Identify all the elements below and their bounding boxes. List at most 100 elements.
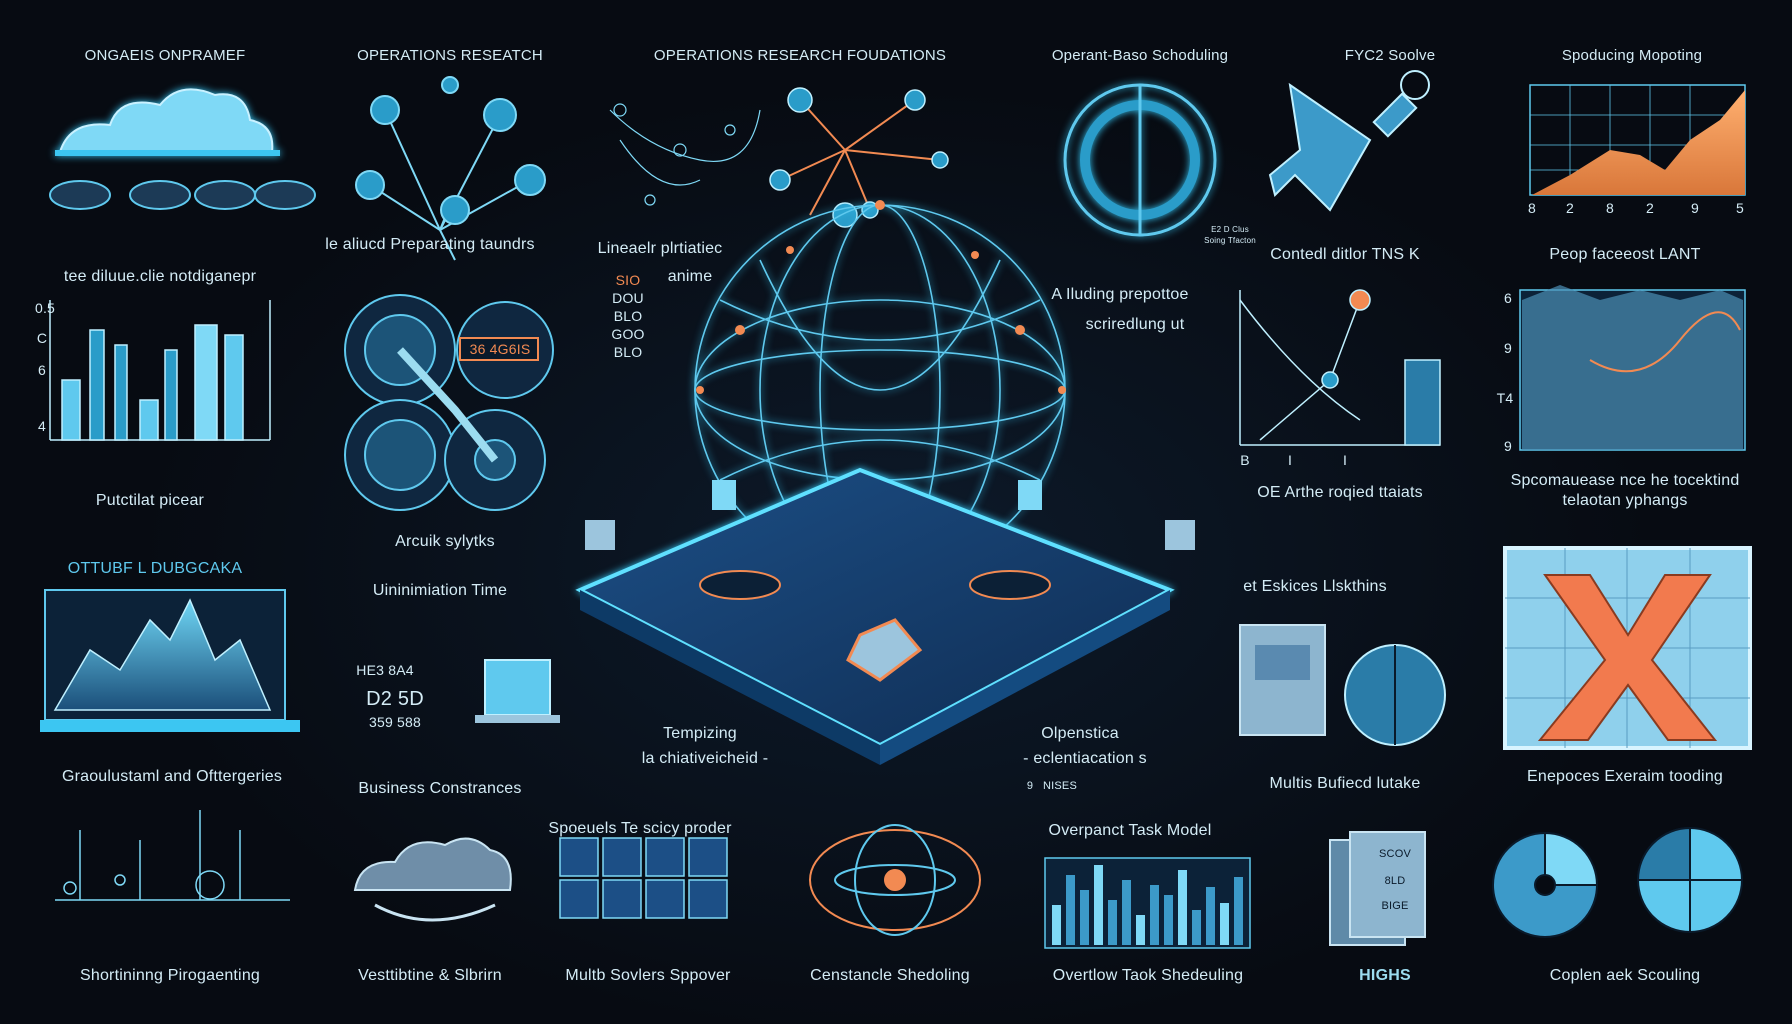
bar-chart-bottom — [1044, 857, 1251, 949]
code-line-3: BLO — [613, 308, 643, 324]
bottom-chart-bar — [1094, 865, 1103, 945]
x-panel — [1503, 546, 1752, 750]
code-line-1: SIO — [615, 272, 641, 288]
ring-tiny-label-1: E2 D Clus — [1211, 225, 1249, 234]
label-l8: Arcuik sylytks — [395, 533, 495, 550]
title-or-foundations: OPERATIONS RESEARCH FOUDATIONS — [653, 47, 947, 64]
label-l3b: anime — [667, 268, 713, 285]
label-l4: A Iluding prepottoe — [1051, 286, 1189, 303]
axis-tr-2: 2 — [1566, 200, 1574, 216]
disk-icons — [49, 180, 316, 210]
area-chart-orange — [1529, 84, 1746, 196]
platform-base — [575, 467, 1195, 765]
label-l16: Graoulustaml and Ofttergeries — [61, 768, 283, 785]
timeline-chart — [55, 810, 290, 901]
bottom-chart-bar — [1108, 900, 1117, 945]
doc-and-dial — [1239, 624, 1446, 746]
label-l13: et Eskices Llskthins — [1243, 578, 1387, 595]
bottom-chart-bar — [1206, 887, 1215, 945]
label-l3: Lineaelr plrtiatiec — [597, 240, 723, 257]
axis-tr-3: 8 — [1606, 200, 1614, 216]
cloud-icon-bottom — [353, 837, 512, 922]
label-l19: Enepoces Exeraim tooding — [1526, 768, 1724, 785]
label-l23: Vesttibtine & Slbrirn — [358, 967, 502, 984]
title-operations-research: OPERATIONS RESEATCH — [357, 47, 543, 64]
bottom-chart-bar — [1178, 870, 1187, 945]
mountain-chart — [40, 589, 300, 732]
bottom-chart-bar — [1164, 895, 1173, 945]
area-chart-blue — [1519, 285, 1746, 451]
doc-line-1: SCOV — [1379, 848, 1411, 860]
axis-rm-3: T4 — [1496, 390, 1514, 406]
label-l10: Spcomauease nce he tocektind — [1510, 472, 1740, 489]
clock-readout-3: D2 5D — [366, 688, 424, 710]
axis-left-3: 6 — [38, 362, 46, 378]
label-l12: Uininimiation Time — [372, 582, 508, 599]
sphere-nodes — [696, 200, 1066, 394]
label-l2: le aliucd Preparating taundrs — [325, 236, 535, 253]
network-diagram-left — [355, 76, 546, 261]
bar-chart-left — [49, 300, 271, 441]
label-l7: Putctilat picear — [95, 492, 205, 509]
bottom-chart-bar — [1122, 880, 1131, 945]
orbit-diagram — [809, 824, 981, 936]
label-l15: Olpenstica — [1041, 725, 1119, 742]
label-l18: Multis Bufiecd lutake — [1269, 775, 1421, 792]
axis-tr-5: 9 — [1691, 200, 1699, 216]
label-l25: Censtancle Shedoling — [810, 967, 970, 984]
axis-sc-1: B — [1240, 452, 1250, 468]
axis-left-4: 4 — [38, 418, 46, 434]
platform-tag-2: 9 — [1026, 780, 1034, 792]
pie-charts — [1492, 826, 1743, 938]
bottom-chart-bar — [1192, 910, 1201, 945]
platform-tag-1: NISES — [1042, 780, 1078, 792]
title-solver: FYC2 Soolve — [1344, 47, 1436, 64]
bottom-chart-bar — [1136, 915, 1145, 945]
bottom-chart-bar — [1066, 875, 1075, 945]
label-l24: Multb Sovlers Sppover — [565, 967, 731, 984]
axis-rm-1: 6 — [1504, 290, 1512, 306]
label-l6: Peop faceeost LANT — [1549, 246, 1701, 263]
clock-readout-4: 359 588 — [368, 714, 422, 730]
label-l20: Spoeuels Te scicy proder — [548, 820, 732, 837]
label-highs: HIGHS — [1359, 967, 1411, 984]
axis-sc-2: I — [1287, 452, 1293, 468]
label-l26: Overtlow Taok Shedeuling — [1052, 967, 1244, 984]
laptop-icon — [475, 659, 560, 723]
bottom-chart-bar — [1220, 903, 1229, 945]
label-l21: Overpanct Task Model — [1048, 822, 1212, 839]
cube-blocks — [559, 837, 728, 919]
bottom-chart-bar — [1052, 905, 1061, 945]
label-l22: Shortininng Pirogaenting — [79, 967, 261, 984]
label-l4b: scriredlung ut — [1085, 316, 1185, 333]
code-line-2: DOU — [612, 290, 644, 306]
cloud-icon — [55, 88, 280, 156]
title-operant-scheduling: Operant-Baso Schoduling — [1051, 47, 1229, 64]
axis-left-2: C — [36, 330, 48, 346]
label-l11: OTTUBF L DUBGCAKA — [67, 560, 243, 577]
bottom-chart-bar — [1234, 877, 1243, 945]
bottom-chart-bar — [1150, 885, 1159, 945]
label-l14: Tempizing — [663, 725, 737, 742]
axis-rm-2: 9 — [1504, 340, 1512, 356]
axis-rm-4: 9 — [1504, 438, 1512, 454]
label-l17: Business Constrances — [358, 780, 522, 797]
gauge-cluster — [344, 294, 554, 511]
doc-line-3: BIGE — [1381, 900, 1409, 912]
clock-readout-1: 36 4G6IS — [469, 341, 531, 357]
label-l1: tee diluue.clie notdiganepr — [63, 268, 257, 285]
network-diagram-mid — [609, 103, 761, 206]
axis-sc-3: I — [1342, 452, 1348, 468]
label-l14b: la chiativeicheid - — [641, 750, 769, 767]
label-l9: OE Arthe roqied ttaiats — [1257, 484, 1423, 501]
ring-chart — [1063, 83, 1217, 237]
axis-tr-6: 5 — [1736, 200, 1744, 216]
scheduling-chart — [1239, 289, 1441, 446]
ring-tiny-label-2: Soing Tfacton — [1204, 236, 1256, 245]
axis-tr-4: 2 — [1646, 200, 1654, 216]
label-l28: Coplen aek Scouling — [1549, 967, 1701, 984]
label-l10b: telaotan yphangs — [1562, 492, 1688, 509]
clock-readout-2: HE3 8A4 — [356, 662, 414, 678]
document-stack — [1329, 831, 1426, 946]
